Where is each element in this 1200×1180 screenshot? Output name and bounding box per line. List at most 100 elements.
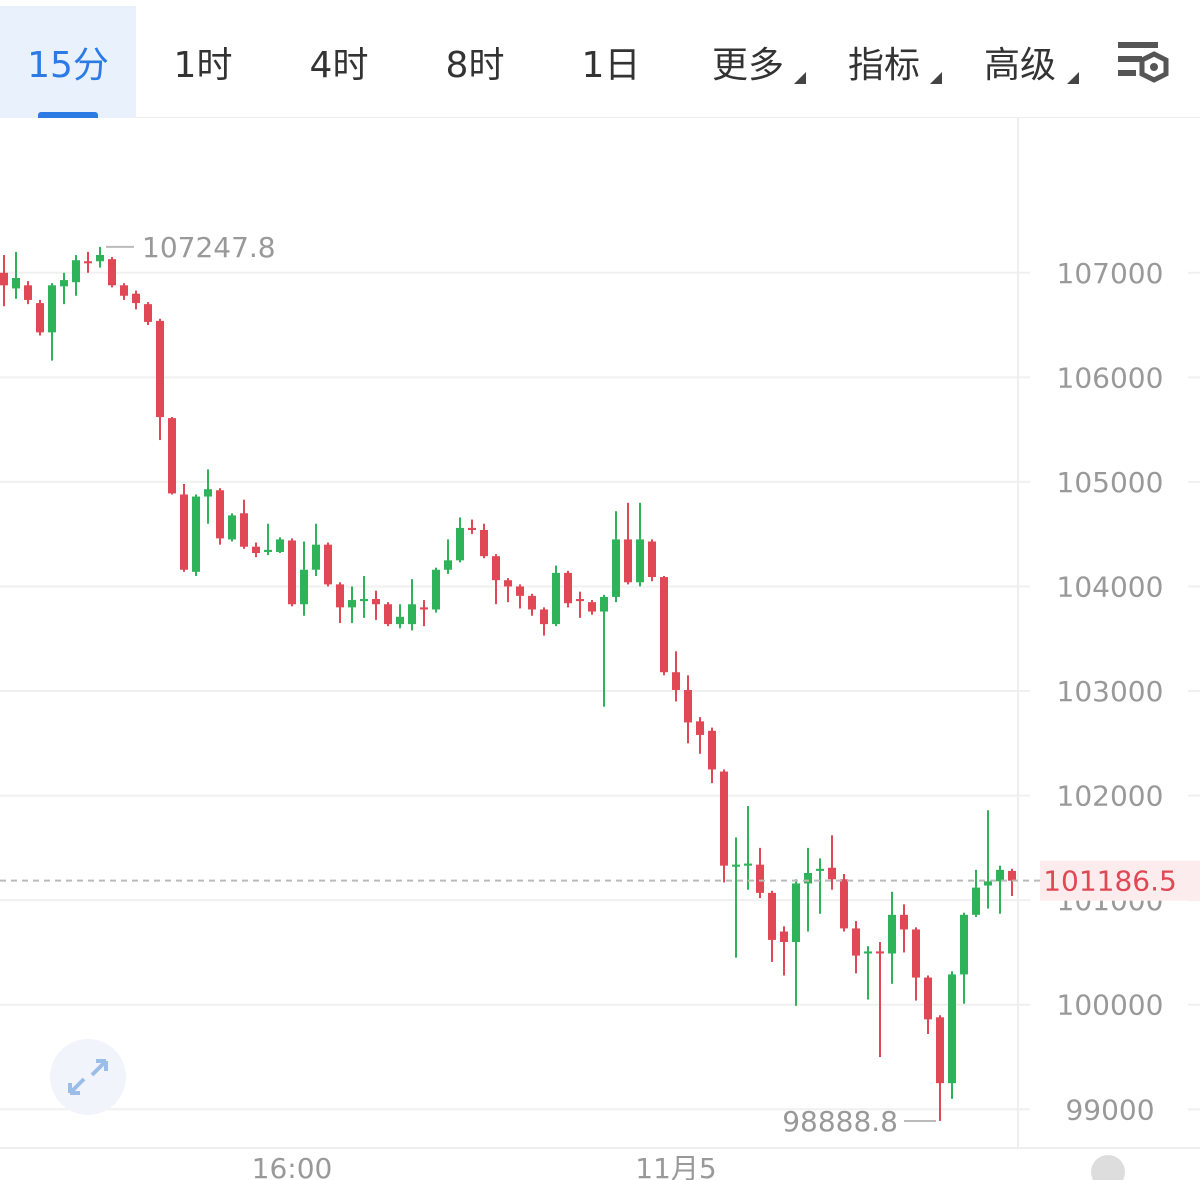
candle-body — [912, 929, 920, 978]
candle-body — [900, 914, 908, 930]
candle-body — [780, 931, 788, 942]
y-tick-label: 106000 — [1057, 361, 1164, 394]
candle-body — [108, 259, 116, 286]
candle-body — [420, 607, 428, 610]
candle-body — [648, 541, 656, 578]
candle-body — [36, 303, 44, 333]
candle-body — [492, 556, 500, 581]
candle-body — [252, 546, 260, 554]
icon-bar — [1118, 42, 1158, 48]
candle-body — [180, 494, 188, 570]
candle-body — [288, 540, 296, 605]
toolbar: 15分 1时 4时 8时 1日 更多 指标 高级 — [0, 0, 1200, 118]
tab[interactable]: 指标 — [847, 45, 920, 86]
candle-body — [12, 277, 20, 289]
dropdown-arrow — [930, 72, 942, 84]
candle-body — [240, 513, 248, 547]
candle-body — [312, 544, 320, 570]
candle-body — [24, 285, 32, 300]
expand-button[interactable] — [50, 1039, 126, 1115]
expand-icon — [68, 1059, 108, 1095]
candle-body — [228, 515, 236, 540]
candle-body — [720, 771, 728, 866]
candle-body — [732, 864, 740, 867]
candle-body — [624, 539, 632, 583]
x-tick-label: 11月5 — [635, 1152, 716, 1180]
candle-body — [192, 496, 200, 572]
candle-body — [84, 261, 92, 264]
tab[interactable]: 更多 — [711, 45, 784, 86]
candle-body — [636, 539, 644, 583]
candle-body — [756, 864, 764, 893]
candle-body — [300, 569, 308, 605]
candle-body — [156, 320, 164, 418]
candle-body — [384, 604, 392, 625]
candle-body — [204, 489, 212, 497]
icon-bar — [1118, 70, 1136, 76]
k-button[interactable] — [1091, 1155, 1125, 1180]
candle-body — [792, 883, 800, 942]
candle-body — [972, 887, 980, 915]
settings-icon[interactable] — [1114, 38, 1174, 88]
icon-gear — [1139, 51, 1169, 83]
candle-body — [348, 600, 356, 608]
icon-gear-dot — [1150, 63, 1158, 71]
price-label-bg — [1040, 860, 1200, 901]
y-tick-label: 105000 — [1057, 466, 1164, 499]
min-label: 98888.8 — [782, 1105, 898, 1138]
y-tick-label: 107000 — [1057, 257, 1164, 290]
tab[interactable]: 8时 — [445, 45, 505, 86]
candle-body — [408, 604, 416, 625]
y-tick-label: 102000 — [1057, 780, 1164, 813]
candle-body — [360, 599, 368, 602]
icon-bar — [1118, 56, 1142, 62]
candle-body — [852, 928, 860, 956]
candle-body — [468, 527, 476, 530]
candle-body — [924, 977, 932, 1020]
plot: 9900010000010100010200010300010400010500… — [0, 118, 1200, 1180]
tab[interactable]: 4时 — [309, 45, 369, 86]
candle-body — [984, 881, 992, 886]
candle-body — [696, 721, 704, 735]
tab[interactable]: 高级 — [983, 45, 1056, 86]
candle-body — [864, 951, 872, 954]
candle-body — [396, 616, 404, 625]
candle-body — [768, 892, 776, 940]
candle-body — [144, 304, 152, 322]
tab[interactable]: 1时 — [173, 45, 233, 86]
candle-body — [564, 572, 572, 604]
candle-body — [936, 1017, 944, 1084]
candle-body — [684, 689, 692, 723]
candle-body — [744, 863, 752, 866]
candle-body — [840, 879, 848, 929]
candle-body — [672, 672, 680, 690]
candle-body — [660, 577, 668, 673]
candle-body — [48, 285, 56, 333]
candle-body — [516, 586, 524, 596]
candle-body — [444, 560, 452, 570]
candle-body — [324, 544, 332, 585]
candle-body — [552, 572, 560, 625]
tab[interactable]: 15分 — [0, 6, 136, 118]
candle-body — [216, 490, 224, 539]
candle-body — [120, 285, 128, 296]
candle-body — [336, 584, 344, 608]
candle-body — [60, 280, 68, 287]
candle-body — [600, 596, 608, 612]
candle-body — [588, 602, 596, 612]
candle-body — [456, 527, 464, 561]
candle-body — [72, 260, 80, 283]
y-tick-label: 104000 — [1057, 570, 1164, 603]
candle-body — [612, 539, 620, 597]
y-tick-label: 99000 — [1065, 1093, 1154, 1126]
candle-body — [276, 539, 284, 552]
tab[interactable]: 1日 — [581, 45, 641, 86]
candle-body — [528, 595, 536, 610]
candle-body — [264, 549, 272, 552]
candle-body — [540, 609, 548, 625]
candle-body — [960, 914, 968, 975]
candle-body — [432, 569, 440, 610]
candle-body — [948, 974, 956, 1084]
